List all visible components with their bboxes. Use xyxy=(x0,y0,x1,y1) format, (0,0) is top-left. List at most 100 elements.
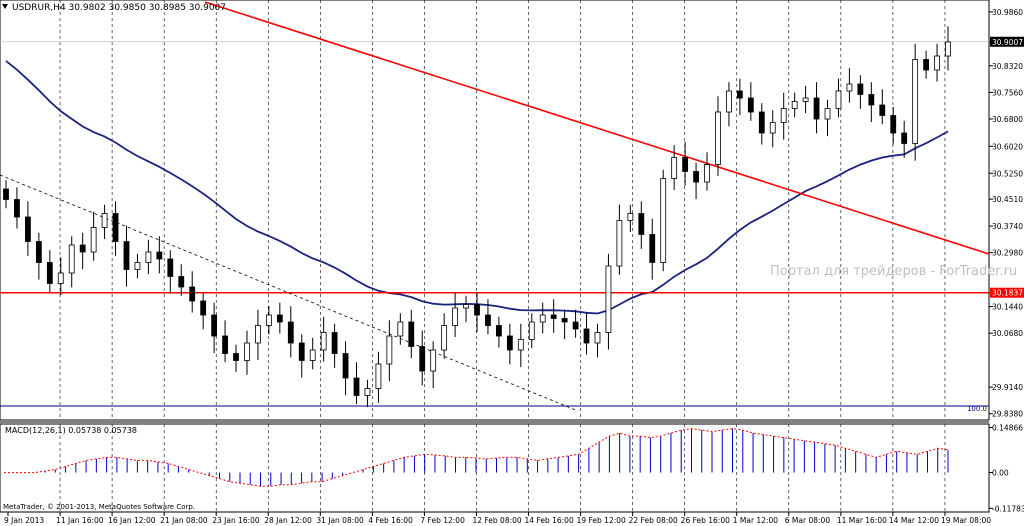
candle-body xyxy=(25,216,31,242)
level-label: 100.0 xyxy=(967,405,987,413)
y-tick-label: 30.8320 xyxy=(992,62,1023,71)
y-tick-label: 30.5250 xyxy=(992,169,1023,178)
y-tick-label: 30.7560 xyxy=(992,88,1023,97)
candle-body xyxy=(364,388,371,396)
candle-body xyxy=(255,325,261,344)
candle-body xyxy=(682,157,689,172)
menu-triangle-icon[interactable] xyxy=(2,4,8,9)
candle-body xyxy=(934,55,940,71)
candle-body xyxy=(287,321,294,344)
panel-separator[interactable] xyxy=(0,420,989,424)
y-tick-label: 30.9007 xyxy=(992,38,1023,47)
x-tick-label: 1 Mar 12:00 xyxy=(733,516,779,525)
candle-body xyxy=(616,220,623,267)
candle-body xyxy=(101,213,108,228)
candle-body xyxy=(550,314,557,319)
trendline-layer xyxy=(0,1,990,412)
y-tick-label: 29.8380 xyxy=(992,410,1023,419)
y-tick-label: 30.6800 xyxy=(992,115,1023,124)
x-tick-label: 9 Jan 2013 xyxy=(4,516,44,525)
copyright: MetaTrader, © 2001-2013, MetaQuotes Soft… xyxy=(3,503,195,511)
macd-tick-label: -0.11783 xyxy=(992,504,1024,513)
time-axis: 9 Jan 2013 11 Jan 16:00 16 Jan 12:00 21 Jan… xyxy=(4,512,991,525)
trend-line xyxy=(204,1,990,255)
candle-body xyxy=(802,97,809,102)
x-tick-label: 11 Jan 16:00 xyxy=(56,516,104,525)
candle-body xyxy=(824,108,831,120)
candle-body xyxy=(298,342,305,361)
candle-body xyxy=(200,300,207,316)
candle-body xyxy=(704,164,710,183)
candle-body xyxy=(419,346,426,372)
candle-body xyxy=(265,314,272,326)
candle-body xyxy=(736,90,743,99)
candle-body xyxy=(189,286,196,302)
price-tag xyxy=(990,36,1024,47)
candle-body xyxy=(68,244,75,274)
candle-body xyxy=(353,377,360,396)
candle-body xyxy=(715,111,721,165)
y-tick-label: 30.4510 xyxy=(992,195,1023,204)
price-axis: 30.9860 30.9007 30.8320 30.7560 30.6800 30.60… xyxy=(989,8,1024,513)
candle-body xyxy=(474,304,480,316)
candle-body xyxy=(780,108,787,123)
x-tick-label: 14 Feb 16:00 xyxy=(525,516,574,525)
x-tick-label: 16 Jan 12:00 xyxy=(108,516,156,525)
x-tick-label: 4 Feb 16:00 xyxy=(368,516,413,525)
candle-body xyxy=(649,234,656,263)
candle-body xyxy=(583,328,590,344)
candle-body xyxy=(134,262,141,270)
candle-body xyxy=(35,241,42,263)
candle-body xyxy=(693,171,699,183)
x-tick-label: 19 Feb 12:00 xyxy=(577,516,626,525)
y-tick-label: 29.9140 xyxy=(992,383,1023,392)
candle-body xyxy=(145,251,152,263)
candle-body xyxy=(758,111,765,134)
y-tick-label: 30.3740 xyxy=(992,222,1023,231)
candle-body xyxy=(835,90,842,109)
candle-body xyxy=(178,276,185,288)
candle-body xyxy=(813,97,820,120)
macd-label: MACD(12,26,1) 0.05738 0.05738 xyxy=(5,426,137,435)
main-plot-frame xyxy=(0,0,990,421)
candle-body xyxy=(868,94,875,106)
candle-body xyxy=(485,314,491,326)
candle-body xyxy=(3,188,9,200)
candle-body xyxy=(638,213,645,235)
candle-body xyxy=(309,349,316,361)
candle-body xyxy=(112,213,119,242)
y-tick-label: 30.6020 xyxy=(992,142,1023,151)
candle-body xyxy=(605,265,612,333)
x-tick-label: 7 Feb 12:00 xyxy=(420,516,465,525)
candle-body xyxy=(90,227,97,253)
candle-body xyxy=(660,178,667,263)
vertical-grid xyxy=(59,0,946,512)
y-tick-label: 30.1440 xyxy=(992,303,1023,312)
candle-body xyxy=(791,101,798,109)
candle-body xyxy=(57,272,64,284)
x-tick-label: 6 Mar 08:00 xyxy=(785,516,831,525)
candle-body xyxy=(879,104,886,116)
candle-body xyxy=(901,132,908,144)
candle-body xyxy=(726,90,732,113)
x-tick-label: 11 Mar 16:00 xyxy=(837,516,887,525)
candle-body xyxy=(912,59,919,144)
symbol-header: USDRUR,H4 30.9802 30.9850 30.8985 30.900… xyxy=(12,3,226,13)
candle-body xyxy=(244,342,250,361)
candle-body xyxy=(890,115,897,134)
candle-body xyxy=(496,325,502,337)
candle-body xyxy=(517,339,524,351)
x-tick-label: 21 Jan 08:00 xyxy=(160,516,208,525)
x-tick-label: 14 Mar 12:00 xyxy=(889,516,939,525)
candle-body xyxy=(846,83,853,92)
macd-tick-label: 0.00 xyxy=(992,469,1009,478)
candle-body xyxy=(539,314,546,323)
candle-body xyxy=(463,304,469,309)
candle-body xyxy=(506,335,513,351)
x-tick-label: 22 Feb 08:00 xyxy=(629,516,678,525)
price-tag xyxy=(990,287,1024,298)
candle-body xyxy=(627,213,634,221)
candle-body xyxy=(320,332,327,351)
candle-body xyxy=(671,157,678,179)
